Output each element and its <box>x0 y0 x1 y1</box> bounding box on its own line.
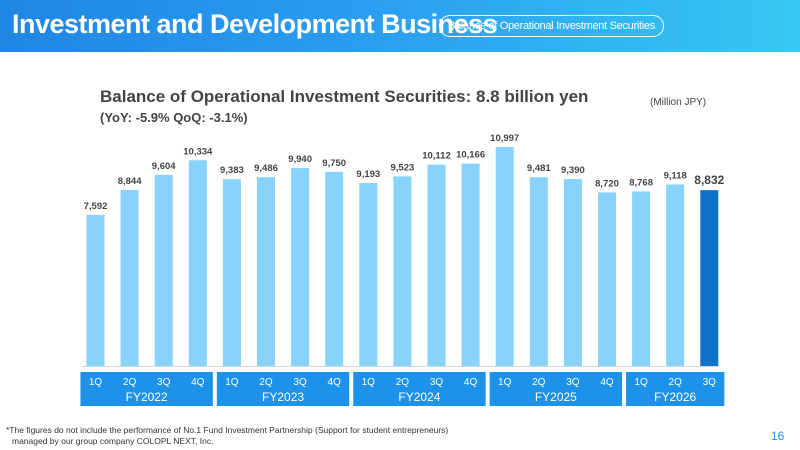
fiscal-year-band <box>353 372 486 406</box>
bar-chart: 7,592 8,844 9,604 10,334 9,383 9,486 9,940 9,75… <box>80 133 725 406</box>
bar-value-label: 10,334 <box>183 146 213 157</box>
bar-value-label: 8,768 <box>629 177 653 188</box>
fiscal-year-label: FY2022 <box>126 390 168 404</box>
quarter-label: 3Q <box>430 377 444 388</box>
quarter-label: 2Q <box>259 377 273 388</box>
bar <box>257 177 275 366</box>
bar-value-label: 8,720 <box>595 178 619 189</box>
quarter-label: 4Q <box>328 377 342 388</box>
chart-title: Balance of Operational Investment Securi… <box>100 87 589 106</box>
bar-value-label: 10,112 <box>422 151 451 162</box>
header-bar: Investment and Development Business Bala… <box>0 0 800 52</box>
bar <box>700 190 719 366</box>
bar-value-label: 9,481 <box>527 163 551 174</box>
quarter-label: 3Q <box>293 377 307 388</box>
quarter-label: 1Q <box>362 377 376 388</box>
quarter-label: 1Q <box>634 377 648 388</box>
bar-value-label: 9,486 <box>254 163 278 174</box>
bar-value-label: 9,523 <box>391 162 415 173</box>
chart-subtitle: (YoY: -5.9% QoQ: -3.1%) <box>100 110 248 125</box>
quarter-label: 3Q <box>566 377 580 388</box>
bar-value-label: 9,940 <box>288 154 312 165</box>
bar <box>291 168 310 366</box>
fiscal-year-label: FY2025 <box>535 390 577 404</box>
bar-value-label: 10,997 <box>490 133 519 144</box>
quarter-label: 1Q <box>225 377 239 388</box>
bar <box>86 214 105 366</box>
bar-value-label: 8,844 <box>118 176 142 187</box>
quarter-label: 4Q <box>191 377 205 388</box>
bar <box>359 182 378 366</box>
bar <box>529 177 548 366</box>
bar-value-label: 9,118 <box>664 170 687 181</box>
bar-value-label: 9,390 <box>561 165 585 176</box>
fiscal-year-label: FY2026 <box>654 390 696 404</box>
fiscal-year-label: FY2023 <box>262 390 304 404</box>
bar <box>632 191 651 366</box>
quarter-label: 2Q <box>123 377 137 388</box>
fiscal-year-band <box>80 372 213 406</box>
bar <box>495 147 514 366</box>
footnote-line-2: managed by our group company COLOPL NEXT… <box>12 436 214 446</box>
fiscal-year-label: FY2024 <box>398 390 440 404</box>
quarter-label: 4Q <box>600 377 614 388</box>
footnote: *The figures do not include the performa… <box>6 425 448 447</box>
bar <box>222 179 241 366</box>
unit-label: (Million JPY) <box>650 97 707 108</box>
section-pill: Balance of Operational Investment Securi… <box>439 15 664 37</box>
bar <box>461 163 480 366</box>
bar <box>563 179 582 366</box>
bar <box>598 192 616 366</box>
quarter-label: 2Q <box>532 377 546 388</box>
quarter-label: 1Q <box>89 377 103 388</box>
footnote-line-1: *The figures do not include the performa… <box>6 425 449 435</box>
page-number: 16 <box>771 429 785 443</box>
quarter-label: 3Q <box>703 377 717 388</box>
bar-value-label: 10,166 <box>456 150 485 161</box>
quarter-label: 2Q <box>396 377 410 388</box>
quarter-label: 3Q <box>157 377 171 388</box>
quarter-label: 2Q <box>669 377 683 388</box>
quarter-label: 4Q <box>464 377 478 388</box>
bar <box>666 184 685 366</box>
fiscal-year-band <box>626 372 725 406</box>
bar <box>120 189 139 366</box>
bar <box>154 174 173 366</box>
page-title: Investment and Development Business <box>12 9 498 39</box>
bar-value-label: 9,193 <box>356 169 380 180</box>
fiscal-year-band <box>216 372 350 406</box>
quarter-label: 1Q <box>498 377 512 388</box>
bar <box>427 164 446 366</box>
bar <box>393 176 412 366</box>
bar <box>188 160 207 366</box>
bar-value-label: 9,750 <box>322 158 346 169</box>
bar-value-label: 9,604 <box>152 161 176 172</box>
bar-value-label: 9,383 <box>220 165 244 176</box>
bar-value-label: 8,832 <box>694 173 724 187</box>
bar <box>325 171 344 366</box>
fiscal-year-band <box>489 372 623 406</box>
bar-value-label: 7,592 <box>84 201 108 212</box>
